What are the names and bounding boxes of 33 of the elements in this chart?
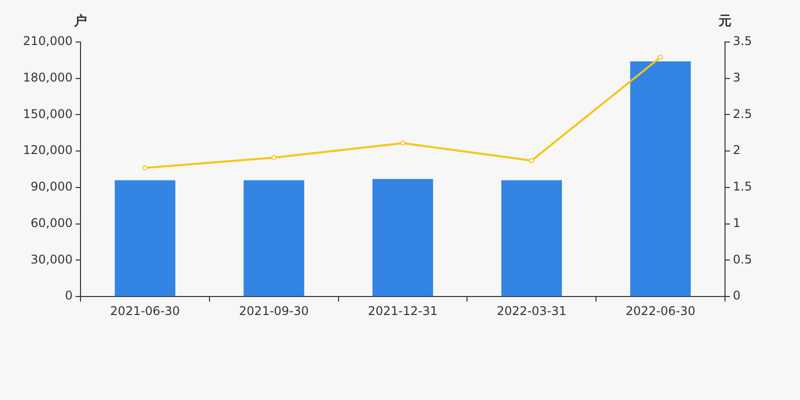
x-tick-label: 2022-06-30 (626, 304, 696, 318)
y2-tick-label: 0.5 (732, 252, 752, 266)
y2-tick-label: 3.5 (732, 34, 752, 48)
y2-tick-label: 1 (732, 216, 741, 230)
point (271, 155, 276, 160)
x-tick-label: 2021-06-30 (110, 304, 180, 318)
point (658, 54, 663, 60)
point (142, 165, 148, 170)
y2-tick-label: 1.5 (732, 180, 752, 194)
y-tick-label: 90,000 (30, 180, 73, 194)
x-tick-label: 2021-12-31 (368, 304, 438, 318)
y-tick-label: 150,000 (23, 106, 73, 121)
point (400, 140, 406, 146)
y2-axis-title: 元 (717, 14, 732, 29)
y-tick-label: 30,000 (30, 252, 73, 266)
x-tick-label: 2021-09-30 (239, 304, 309, 318)
y2-tick-label: 0 (732, 288, 741, 303)
bar (501, 180, 562, 296)
y2-tick-label: 2.5 (732, 106, 752, 121)
bar (114, 180, 176, 296)
y-tick-label: 0 (64, 288, 73, 303)
bar (244, 180, 304, 296)
y2-tick-label: 3 (732, 70, 741, 84)
bar (372, 179, 434, 296)
x-tick-label: 2022-03-31 (496, 304, 567, 318)
y-tick-label: 180,000 (23, 70, 73, 84)
point (529, 158, 534, 164)
y-tick-label: 120,000 (23, 143, 73, 158)
y-tick-label: 210,000 (23, 34, 73, 48)
y-axis-title: 户 (73, 12, 88, 29)
bar (630, 61, 691, 296)
y-tick-label: 60,000 (30, 216, 73, 230)
y2-tick-label: 2 (732, 143, 741, 158)
